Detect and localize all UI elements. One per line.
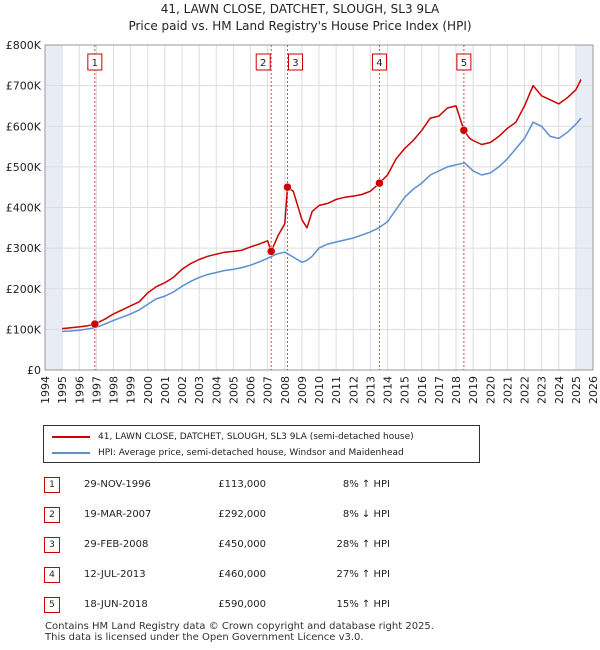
legend-swatch-property [52,435,90,438]
table-row: 2 19-MAR-2007 £292,000 8% ↓ HPI [0,505,600,525]
x-tick-label: 2004 [210,376,223,404]
table-row: 5 18-JUN-2018 £590,000 15% ↑ HPI [0,595,600,615]
chart-title: 41, LAWN CLOSE, DATCHET, SLOUGH, SL3 9LA [160,2,440,16]
sale-label: 2 [260,58,266,69]
x-tick-label: 2022 [519,376,532,404]
sale-hpi-change: 28% ↑ HPI [336,539,390,550]
sale-hpi-change: 15% ↑ HPI [336,599,390,610]
table-row: 4 12-JUL-2013 £460,000 27% ↑ HPI [0,565,600,585]
plot-frame [44,44,594,371]
x-tick-label: 2008 [279,376,292,404]
x-tick-label: 1998 [108,376,121,404]
x-tick-label: 2012 [347,376,360,404]
x-tick-label: 2024 [553,376,566,404]
sale-badge: 1 [44,477,60,493]
x-tick-label: 2025 [570,376,583,404]
y-tick-label: £100K [6,323,42,336]
y-tick-label: £600K [6,120,42,133]
sale-price: £292,000 [218,509,266,520]
x-tick-label: 2026 [587,376,600,404]
sale-label: 4 [376,58,382,69]
sale-badge: 3 [44,537,60,553]
x-tick-label: 1995 [56,376,69,404]
footer: Contains HM Land Registry data © Crown c… [45,621,434,643]
x-tick-label: 2003 [193,376,206,404]
x-tick-label: 2015 [399,376,412,404]
y-tick-label: £0 [27,364,41,377]
legend-label-property: 41, LAWN CLOSE, DATCHET, SLOUGH, SL3 9LA… [98,432,414,442]
x-tick-label: 2021 [501,376,514,404]
footer-license: This data is licensed under the Open Gov… [45,632,364,643]
sale-price: £113,000 [218,479,266,490]
sale-label-box [87,53,103,71]
x-tick-label: 2002 [176,376,189,404]
y-tick-label: £800K [6,39,42,52]
table-row: 1 29-NOV-1996 £113,000 8% ↑ HPI [0,475,600,495]
x-tick-label: 2011 [330,376,343,404]
hpi-line [62,117,582,333]
sale-price: £460,000 [218,569,266,580]
x-tick-label: 2006 [245,376,258,404]
sale-label-box [255,53,271,71]
sale-point [266,247,276,256]
x-tick-label: 2017 [433,376,446,404]
sale-label: 3 [292,58,298,69]
sale-label-box [456,53,472,71]
sale-price: £450,000 [218,539,266,550]
x-tick-label: 2018 [450,376,463,404]
x-tick-label: 2007 [262,376,275,404]
x-tick-label: 2005 [227,376,240,404]
sale-hpi-change: 8% ↓ HPI [342,509,390,520]
x-tick-label: 2023 [536,376,549,404]
x-tick-label: 1997 [90,376,103,404]
y-tick-label: £700K [6,80,42,93]
x-tick-label: 1994 [39,376,52,404]
sale-badge: 5 [44,597,60,613]
y-tick-label: £200K [6,283,42,296]
x-tick-label: 2019 [467,376,480,404]
sale-point [375,178,384,188]
sale-point [90,319,100,329]
x-tick-label: 2014 [382,376,395,404]
legend-item-property: 41, LAWN CLOSE, DATCHET, SLOUGH, SL3 9LA… [52,429,414,445]
legend-item-hpi: HPI: Average price, semi-detached house,… [52,445,404,461]
x-tick-label: 1999 [125,376,138,404]
sale-label: 1 [92,58,98,69]
sale-badge: 4 [44,567,60,583]
x-tick-label: 1996 [73,376,86,404]
x-tick-label: 2013 [364,376,377,404]
property-price-line [62,79,582,330]
y-tick-label: £500K [6,161,42,174]
x-tick-label: 2000 [142,376,155,404]
sale-badge: 2 [44,507,60,523]
price-chart: £0 £100K £200K £300K £400K £500K £600K £700K £80… [6,39,600,404]
legend-swatch-hpi [52,451,90,454]
y-tick-label: £400K [6,202,42,215]
legend-label-hpi: HPI: Average price, semi-detached house,… [98,448,404,458]
sale-date: 19-MAR-2007 [84,509,152,520]
x-tick-label: 2016 [416,376,429,404]
x-tick-label: 2001 [159,376,172,404]
sale-price: £590,000 [218,599,266,610]
sale-hpi-change: 8% ↑ HPI [342,479,390,490]
x-tick-label: 2020 [484,376,497,404]
footer-copyright: Contains HM Land Registry data © Crown c… [45,621,434,632]
sale-hpi-change: 27% ↑ HPI [336,569,390,580]
sale-date: 12-JUL-2013 [84,569,146,580]
chart-subtitle: Price paid vs. HM Land Registry's House … [128,19,472,33]
sale-date: 29-NOV-1996 [84,479,151,490]
table-row: 3 29-FEB-2008 £450,000 28% ↑ HPI [0,535,600,555]
sale-label: 5 [461,58,467,69]
sale-point [459,126,469,135]
sale-label-box [371,53,387,71]
sale-label-box [287,53,303,71]
sale-date: 29-FEB-2008 [84,539,149,550]
x-tick-label: 2009 [296,376,309,404]
sale-point [283,182,292,192]
legend: 41, LAWN CLOSE, DATCHET, SLOUGH, SL3 9LA… [43,425,480,463]
y-tick-label: £300K [6,242,42,255]
sale-date: 18-JUN-2018 [84,599,148,610]
x-tick-label: 2010 [313,376,326,404]
